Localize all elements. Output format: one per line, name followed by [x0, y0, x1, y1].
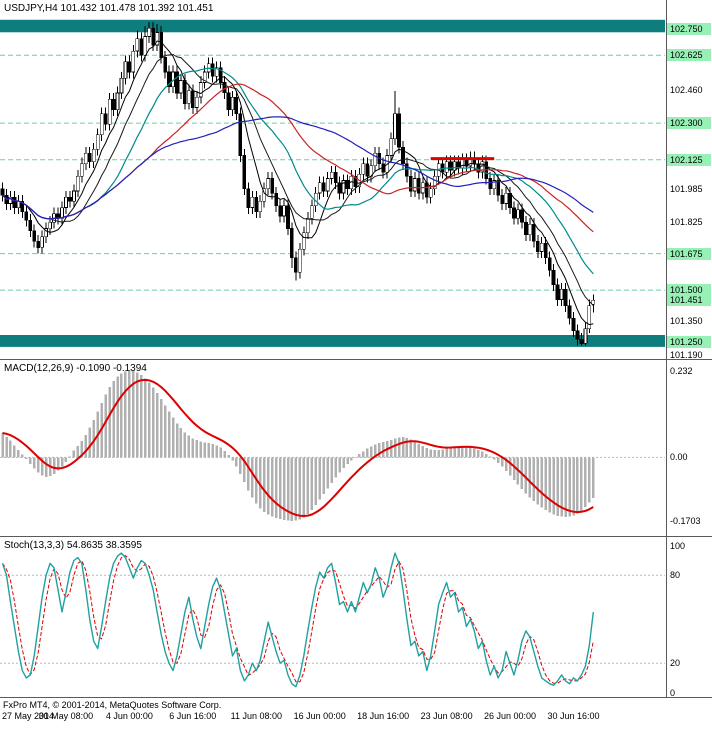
macd-axis-label: 0.00: [670, 452, 688, 463]
stoch-axis-label: 80: [670, 570, 681, 581]
price-level-label: 102.300: [667, 117, 711, 130]
stoch-axis-label: 20: [670, 658, 681, 669]
time-axis-label: 30 Jun 16:00: [547, 711, 600, 721]
panel-resize-handle[interactable]: [0, 536, 712, 537]
price-level-label: 102.750: [667, 23, 711, 36]
candles: [0, 21, 596, 346]
stochastic-axis[interactable]: 100 80 20 0: [0, 537, 712, 697]
price-level-label: 101.250: [667, 336, 711, 349]
time-axis-label: 23 Jun 08:00: [420, 711, 473, 721]
ma-line-55: [2, 116, 594, 220]
time-axis-label: 26 Jun 00:00: [483, 711, 537, 721]
stoch-level-lines: [0, 574, 665, 664]
price-level-label: 101.451: [667, 294, 711, 307]
time-axis-label: 18 Jun 16:00: [357, 711, 410, 721]
price-axis-label: 101.190: [670, 349, 703, 359]
macd-axis-label: -0.1703: [670, 516, 701, 527]
panel-divider: [0, 697, 712, 698]
time-axis-label: 27 May 2014: [2, 711, 55, 721]
stochastic-panel[interactable]: Stoch(13,3,3) 54.8635 38.3595 100 80 20 0: [0, 537, 712, 697]
stoch-axis-label: 0: [670, 687, 676, 697]
macd-panel[interactable]: MACD(12,26,9) -0.1090 -0.1394 0.232 0.00 -…: [0, 360, 712, 536]
ma-line-7: [2, 40, 594, 326]
time-axis-label: 16 Jun 00:00: [293, 711, 346, 721]
copyright-text: FxPro MT4, © 2001-2014, MetaQuotes Softw…: [3, 700, 222, 710]
stochastic-canvas[interactable]: [0, 537, 665, 697]
chart-title: USDJPY,H4 101.432 101.478 101.392 101.45…: [4, 3, 214, 14]
panel-resize-handle[interactable]: [0, 359, 712, 360]
macd-signal-line: [2, 378, 594, 517]
time-axis-label: 30 May 08:00: [38, 711, 94, 721]
price-level-label: 102.125: [667, 153, 711, 166]
time-axis[interactable]: FxPro MT4, © 2001-2014, MetaQuotes Softw…: [0, 698, 712, 729]
price-axis-label: 101.985: [670, 183, 703, 194]
supply-demand-bands: [0, 19, 665, 347]
time-axis-label: 11 Jun 08:00: [230, 711, 282, 721]
price-level-label: 102.625: [667, 49, 711, 62]
price-chart-canvas[interactable]: [0, 0, 665, 359]
time-axis-label: 4 Jun 00:00: [105, 711, 153, 721]
stoch-axis-label: 100: [670, 540, 686, 551]
macd-axis[interactable]: 0.232 0.00 -0.1703: [0, 360, 712, 536]
time-axis-labels: 27 May 2014 30 May 08:00 4 Jun 00:00 6 Jun …: [0, 711, 712, 724]
time-axis-label: 6 Jun 16:00: [169, 711, 217, 721]
price-axis-label: 102.460: [670, 84, 703, 95]
stoch-indicator-label: Stoch(13,3,3) 54.8635 38.3595: [4, 540, 142, 551]
price-panel[interactable]: USDJPY,H4 101.432 101.478 101.392 101.45…: [0, 0, 712, 359]
macd-canvas[interactable]: [0, 360, 665, 536]
price-level-label: 101.500: [667, 284, 711, 297]
price-axis-label: 101.825: [670, 217, 703, 228]
macd-indicator-label: MACD(12,26,9) -0.1090 -0.1394: [4, 363, 147, 374]
price-scale-separator: [666, 0, 667, 698]
ma-line-13: [2, 53, 594, 307]
price-level-label: 101.675: [667, 247, 711, 260]
price-axis-label: 101.350: [670, 316, 703, 327]
macd-axis-label: 0.232: [670, 365, 693, 376]
price-axis[interactable]: 102.750 102.625 102.460 102.300 102.125 101.9…: [0, 0, 712, 359]
stoch-main-line: [1, 552, 594, 688]
